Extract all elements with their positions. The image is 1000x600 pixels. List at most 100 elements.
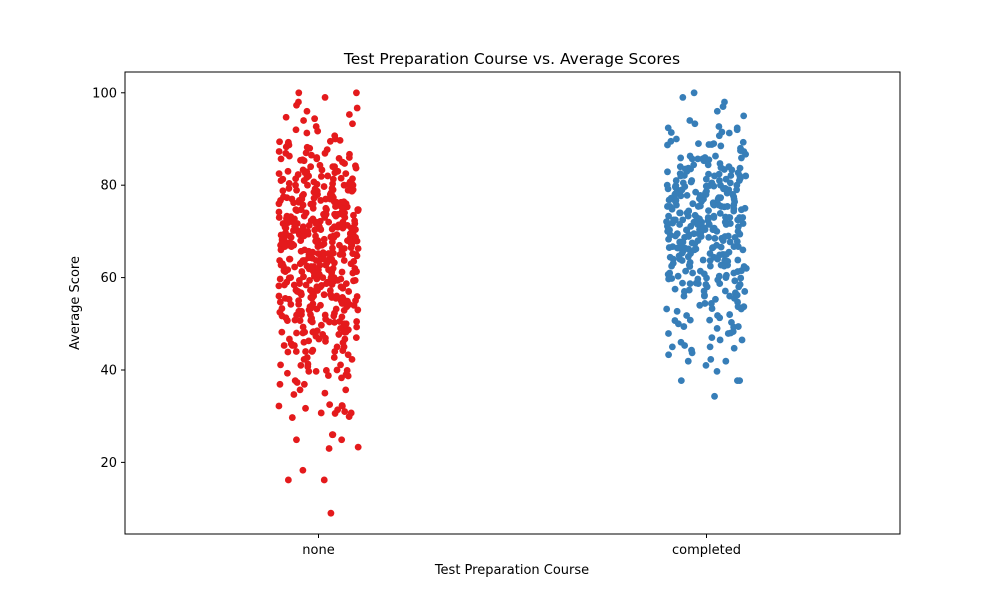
data-point-none — [280, 193, 287, 201]
data-point-completed — [679, 216, 687, 224]
data-point-none — [275, 402, 283, 410]
data-point-completed — [694, 203, 702, 210]
data-point-completed — [672, 182, 680, 190]
data-point-none — [353, 89, 360, 97]
data-point-completed — [700, 287, 708, 295]
data-point-none — [302, 281, 310, 289]
data-point-completed — [724, 330, 732, 337]
data-point-none — [327, 509, 335, 517]
data-point-none — [337, 283, 345, 291]
data-point-none — [320, 235, 328, 243]
chart-title: Test Preparation Course vs. Average Scor… — [343, 50, 680, 68]
data-point-none — [312, 367, 320, 375]
data-point-none — [280, 267, 288, 275]
data-point-completed — [666, 203, 674, 210]
data-point-completed — [706, 250, 714, 257]
data-point-none — [351, 276, 359, 284]
data-point-none — [275, 214, 283, 221]
data-point-completed — [733, 124, 741, 132]
data-point-none — [332, 294, 340, 302]
data-point-completed — [713, 367, 721, 375]
data-point-none — [339, 210, 346, 218]
data-point-completed — [740, 112, 748, 120]
data-point-none — [343, 367, 351, 374]
data-point-completed — [672, 177, 680, 184]
data-point-none — [354, 443, 362, 451]
data-point-completed — [730, 344, 738, 352]
data-point-none — [345, 288, 353, 295]
data-point-completed — [701, 300, 709, 307]
data-point-completed — [702, 361, 710, 369]
data-point-none — [310, 269, 318, 277]
data-point-completed — [714, 312, 721, 319]
data-point-none — [334, 406, 342, 414]
data-point-none — [306, 276, 313, 284]
data-point-none — [345, 154, 353, 161]
data-point-none — [316, 161, 324, 169]
data-point-none — [337, 361, 344, 369]
data-point-completed — [687, 222, 695, 230]
data-point-none — [293, 186, 300, 194]
data-point-none — [342, 328, 350, 336]
data-point-none — [291, 215, 298, 223]
data-point-none — [334, 223, 342, 231]
data-point-none — [337, 174, 345, 182]
data-point-none — [313, 305, 321, 313]
data-point-none — [275, 208, 283, 216]
data-point-none — [277, 177, 285, 184]
data-point-none — [312, 232, 319, 240]
data-point-none — [349, 250, 357, 257]
data-point-none — [321, 94, 329, 101]
y-axis-label: Average Score — [68, 256, 83, 350]
data-point-none — [292, 175, 300, 183]
data-point-none — [308, 151, 315, 159]
data-point-none — [307, 163, 315, 171]
data-point-none — [322, 195, 330, 203]
data-point-none — [328, 268, 336, 275]
y-tick-label: 20 — [100, 456, 117, 471]
data-point-completed — [681, 288, 688, 295]
data-point-completed — [717, 243, 725, 251]
data-point-completed — [711, 234, 719, 242]
data-point-none — [320, 291, 328, 299]
data-point-completed — [699, 155, 706, 163]
data-point-completed — [730, 207, 738, 215]
data-point-completed — [676, 238, 684, 246]
data-point-completed — [715, 123, 723, 130]
data-point-none — [322, 334, 329, 342]
data-point-none — [302, 348, 309, 355]
data-point-none — [304, 230, 312, 238]
data-point-none — [321, 149, 329, 157]
data-point-completed — [679, 94, 687, 101]
data-point-none — [319, 249, 327, 257]
data-point-none — [327, 291, 335, 299]
data-point-none — [326, 191, 334, 198]
data-point-none — [338, 268, 346, 276]
data-point-completed — [664, 168, 671, 176]
data-point-completed — [680, 323, 688, 330]
data-point-none — [307, 200, 315, 208]
data-point-completed — [705, 221, 713, 228]
data-point-completed — [734, 256, 742, 264]
data-point-completed — [730, 243, 738, 251]
data-point-none — [335, 331, 343, 338]
data-point-completed — [736, 230, 744, 238]
data-point-none — [309, 346, 317, 354]
data-point-none — [282, 149, 290, 157]
data-point-none — [307, 317, 315, 324]
data-point-none — [291, 316, 299, 324]
data-point-none — [310, 263, 318, 270]
data-point-none — [353, 104, 361, 112]
data-point-none — [354, 207, 362, 215]
data-point-none — [278, 328, 286, 336]
data-point-none — [330, 354, 338, 361]
data-point-none — [328, 275, 336, 283]
y-axis-ticks: 20 40 60 80 100 — [92, 86, 125, 471]
data-point-none — [279, 187, 287, 195]
data-point-none — [304, 360, 312, 368]
data-point-completed — [683, 191, 691, 199]
data-point-completed — [666, 226, 673, 234]
data-point-none — [303, 354, 311, 361]
data-point-none — [305, 254, 313, 262]
data-point-none — [330, 259, 338, 267]
